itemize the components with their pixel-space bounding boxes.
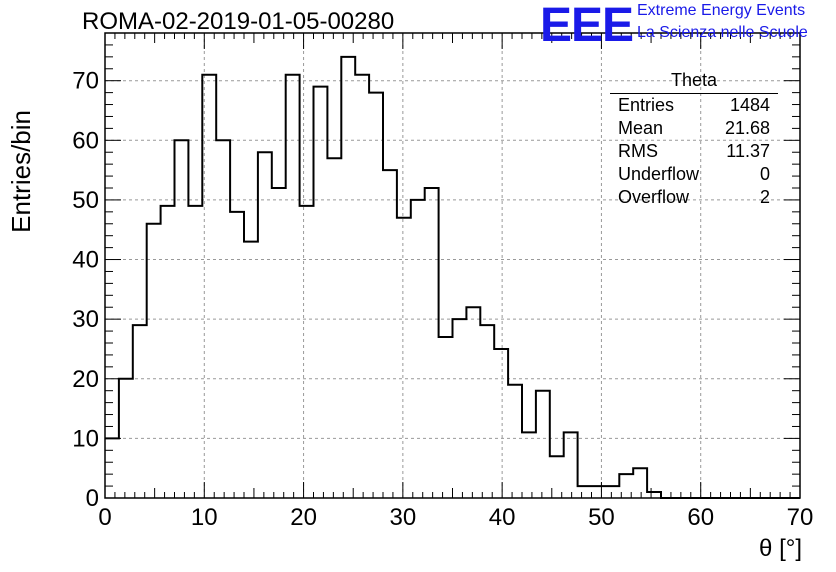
stats-row-entries: Entries 1484 [610, 94, 778, 117]
chart-title: ROMA-02-2019-01-05-00280 [82, 8, 395, 35]
stats-label: RMS [618, 141, 658, 161]
stats-value: 2 [759, 187, 770, 207]
axis-ticks [104, 32, 801, 499]
stats-label: Entries [618, 95, 675, 115]
y-tick-label: 20 [72, 366, 99, 393]
stats-value: 11.37 [726, 141, 770, 161]
stats-row-mean: Mean 21.68 [610, 117, 778, 140]
stats-value: 21.68 [724, 118, 770, 138]
histogram-line [105, 55, 800, 499]
stats-value: 1484 [729, 95, 770, 115]
x-tick-label: 20 [290, 504, 317, 531]
x-tick-label: 30 [390, 504, 417, 531]
stats-row-overflow: Overflow 2 [610, 186, 778, 209]
y-axis-label: Entries/bin [6, 110, 36, 233]
y-tick-label: 50 [72, 187, 99, 214]
logo-line-2: La Scienza nelle Scuole [637, 24, 808, 41]
logo-line-1: Extreme Energy Events [637, 2, 806, 19]
stats-label: Mean [618, 118, 664, 138]
stats-box: Theta Entries 1484 Mean 21.68 RMS 11.37 Und… [610, 70, 778, 209]
stats-label: Underflow [618, 164, 700, 184]
x-axis-label: θ [°] [759, 535, 802, 562]
y-tick-label: 30 [72, 306, 99, 333]
stats-value: 0 [759, 164, 770, 184]
y-tick-label: 40 [72, 247, 99, 274]
x-tick-label: 60 [687, 504, 714, 531]
stats-row-rms: RMS 11.37 [610, 140, 778, 163]
y-tick-label: 70 [72, 68, 99, 95]
stats-row-underflow: Underflow 0 [610, 163, 778, 186]
eee-logo: EEE [540, 0, 634, 52]
plot-frame [104, 32, 801, 499]
x-tick-label: 0 [98, 504, 111, 531]
y-tick-label: 0 [86, 485, 99, 512]
x-tick-label: 70 [787, 504, 814, 531]
x-tick-label: 50 [588, 504, 615, 531]
y-tick-label: 60 [72, 127, 99, 154]
stats-label: Overflow [618, 187, 690, 207]
x-tick-label: 40 [489, 504, 516, 531]
x-tick-label: 10 [191, 504, 218, 531]
y-tick-label: 10 [72, 425, 99, 452]
stats-title: Theta [610, 70, 778, 94]
